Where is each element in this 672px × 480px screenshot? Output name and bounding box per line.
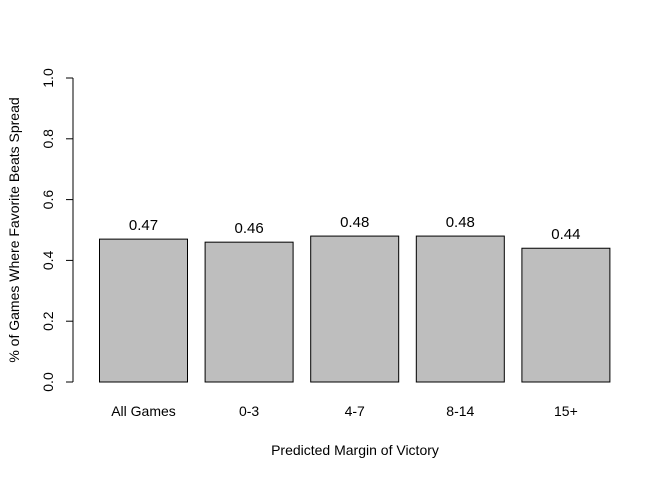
y-tick-label: 0.6 (40, 190, 56, 210)
x-axis-label: Predicted Margin of Victory (271, 442, 439, 458)
bar-value-label: 0.48 (340, 214, 369, 231)
y-axis: 0.0 0.2 0.4 0.6 0.8 1.0 (40, 68, 74, 392)
y-tick-label: 1.0 (40, 68, 56, 88)
x-tick-label: 15+ (554, 403, 578, 419)
x-tick-label: All Games (111, 403, 176, 419)
x-tick-label: 4-7 (345, 403, 365, 419)
y-tick-label: 0.4 (40, 250, 56, 270)
x-tick-label: 0-3 (239, 403, 259, 419)
bar (204, 241, 294, 383)
bar (310, 235, 400, 383)
bar-value-label: 0.46 (234, 220, 263, 237)
bar-value-label: 0.44 (551, 226, 580, 243)
y-tick-label: 0.0 (40, 372, 56, 392)
y-tick-label: 0.2 (40, 311, 56, 331)
y-axis-label: % of Games Where Favorite Beats Spread (6, 97, 22, 362)
bars-group (99, 235, 611, 383)
x-tick-labels-group: All Games 0-3 4-7 8-14 15+ (111, 403, 578, 419)
bar-value-label: 0.47 (129, 217, 158, 234)
x-tick-label: 8-14 (446, 403, 474, 419)
y-tick-label: 0.8 (40, 129, 56, 149)
bar-value-label: 0.48 (446, 214, 475, 231)
bar (415, 235, 505, 383)
data-labels-group: 0.47 0.46 0.48 0.48 0.44 (129, 214, 581, 243)
bar (521, 247, 611, 383)
bar (99, 238, 188, 383)
